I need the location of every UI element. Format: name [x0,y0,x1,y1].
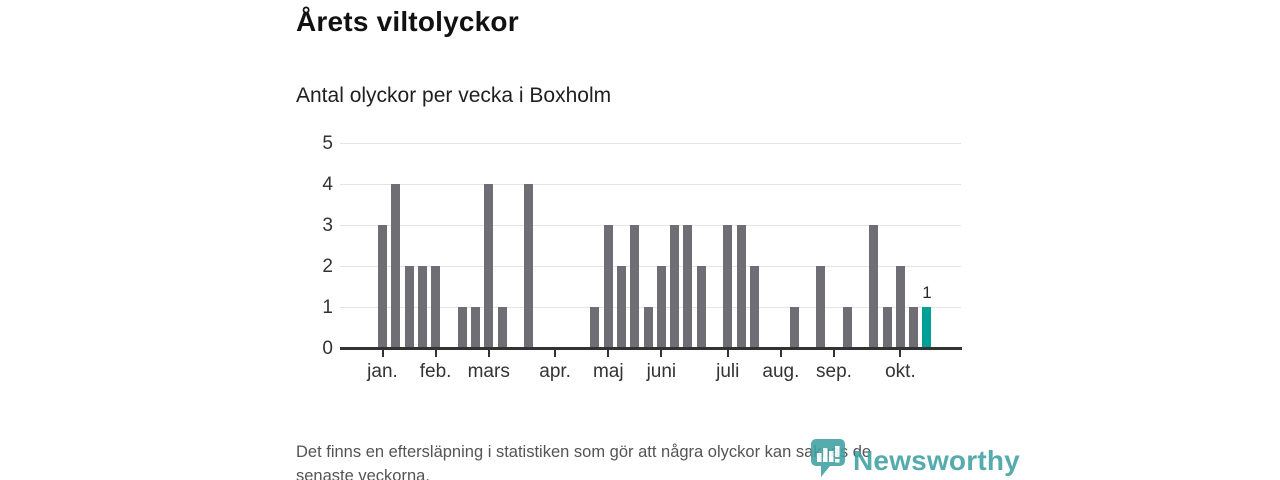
x-tick-mars [487,350,490,357]
newsworthy-wordmark: Newsworthy [853,445,1020,476]
x-tick-sep [833,350,836,357]
bar-week [617,266,627,348]
y-axis-label-0: 0 [322,337,333,359]
bar-week [869,225,879,348]
bar-week [484,184,494,348]
x-tick-juni [660,350,663,357]
y-axis-label-3: 3 [322,214,333,236]
y-axis-label-1: 1 [322,296,333,318]
bar-week [404,266,414,348]
bar-week [816,266,826,348]
footnote-line1: Det finns en eftersläpning i statistiken… [296,443,872,461]
y-axis-label-4: 4 [322,173,333,195]
x-tick-apr [554,350,557,357]
bar-week [470,307,480,348]
bar-week [524,184,534,348]
gridline-y4 [340,184,961,185]
x-axis-label-sep: sep. [816,361,852,382]
bar-week [603,225,613,348]
x-axis-label-aug: aug. [762,361,800,382]
bar-week [683,225,693,348]
footnote: Det finns en eftersläpning i statistiken… [296,440,871,480]
x-tick-juli [726,350,729,357]
bar-week [789,307,799,348]
x-axis-label-mars: mars [467,361,510,382]
x-axis-label-juli: juli [716,361,740,382]
gridline-y2 [340,266,961,267]
bar-week [736,225,746,348]
bar-week [417,266,427,348]
x-axis-label-maj: maj [592,361,624,382]
y-axis-label-5: 5 [322,132,333,154]
latest-bar-value-label: 1 [922,283,932,302]
x-tick-aug [779,350,782,357]
bar-week [590,307,600,348]
bar-week [643,307,653,348]
footnote-line2: senaste veckorna. [296,467,430,480]
bar-week [696,266,706,348]
bar-week [670,225,680,348]
bar-week [378,225,387,348]
x-axis-label-jan: jan. [367,361,398,382]
bar-week [457,307,467,348]
bar-week [656,266,666,348]
x-axis-label-okt: okt. [885,361,916,382]
bar-week [431,266,441,348]
y-axis-label-2: 2 [322,255,333,277]
x-tick-maj [607,350,610,357]
newsworthy-logo: Newsworthy [810,438,1020,480]
bar-week-latest-highlight [922,307,932,348]
chart-subtitle: Antal olyckor per vecka i Boxholm [296,84,612,107]
bar-week [882,307,892,348]
bar-week [842,307,852,348]
bar-week [895,266,905,348]
x-axis-label-feb: feb. [419,361,452,382]
bar-week [497,307,507,348]
x-axis-label-juni: juni [646,361,677,382]
gridline-y3 [340,225,961,226]
x-tick-feb [434,350,437,357]
bar-week [749,266,759,348]
bar-week [391,184,401,348]
bar-week [723,225,733,348]
x-tick-okt [899,350,902,357]
x-axis-line [340,347,962,350]
bar-week [909,307,919,348]
chart-title: Årets viltolyckor [296,6,519,37]
x-axis-label-apr: apr. [539,361,571,382]
newsworthy-bubble-chart-icon [810,438,846,480]
bar-week [630,225,640,348]
gridline-y5 [340,143,961,144]
x-tick-jan [381,350,384,357]
